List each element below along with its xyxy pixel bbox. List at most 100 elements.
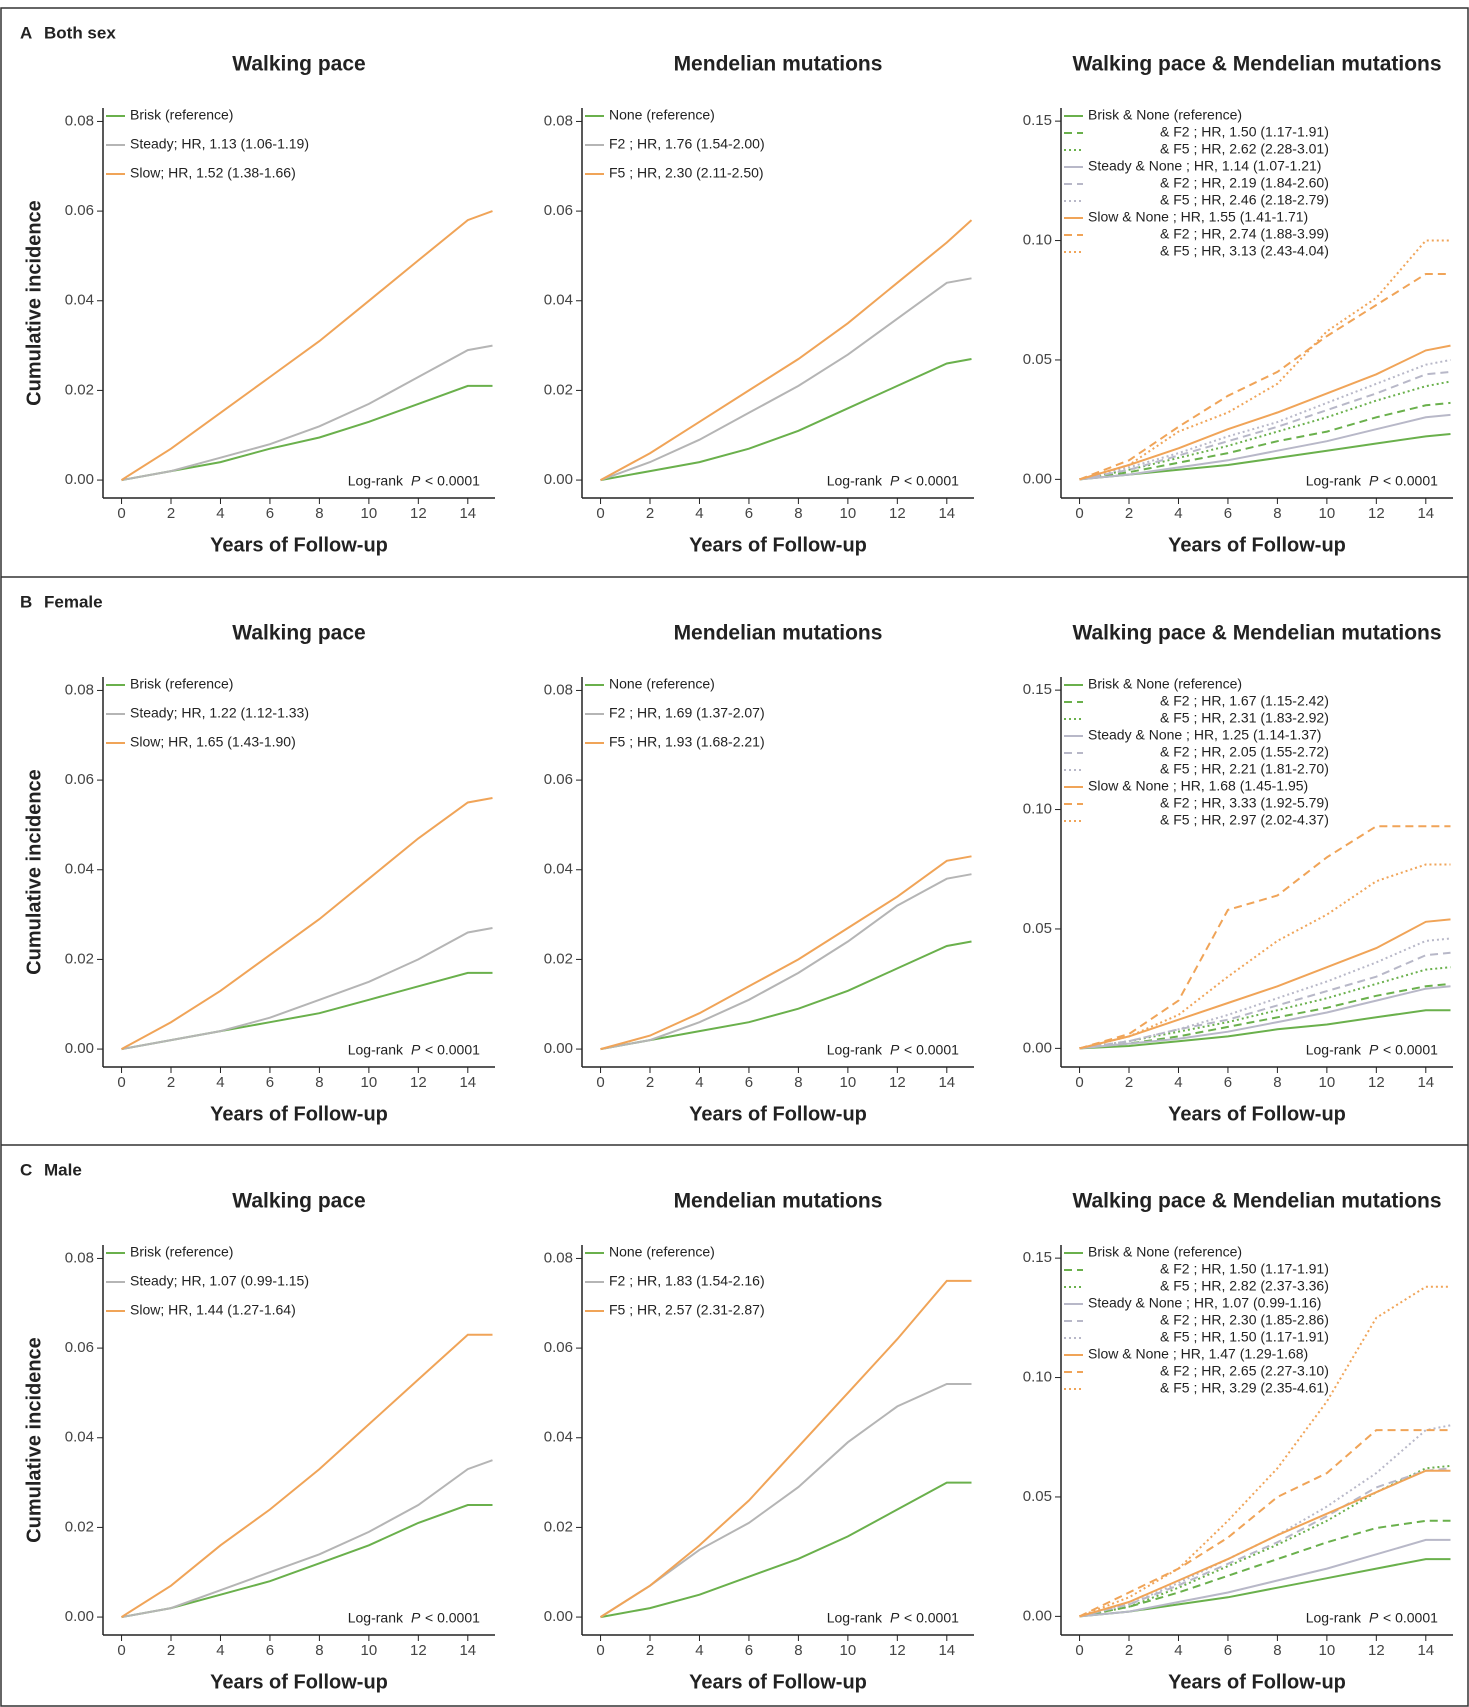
- x-tick-label: 12: [889, 1074, 906, 1091]
- series-line: [122, 386, 493, 480]
- section-name: Female: [44, 592, 103, 611]
- chart-title: Walking pace: [232, 622, 365, 645]
- legend-label: Brisk (reference): [130, 1244, 233, 1260]
- x-tick-label: 8: [315, 505, 323, 522]
- y-tick-label: 0.00: [544, 471, 573, 488]
- series-line: [601, 874, 972, 1049]
- y-tick-label: 0.06: [544, 1339, 573, 1356]
- legend-label: & F2 ; HR, 2.30 (1.85-2.86): [1160, 1312, 1329, 1328]
- x-tick-label: 14: [459, 1642, 476, 1659]
- x-tick-label: 6: [745, 1642, 753, 1659]
- series-line: [122, 346, 493, 481]
- series-line: [1080, 1559, 1451, 1616]
- legend-label: & F2 ; HR, 2.19 (1.84-2.60): [1160, 175, 1329, 191]
- y-tick-label: 0.05: [1023, 920, 1052, 937]
- section-letter: A: [20, 23, 32, 42]
- x-tick-label: 2: [646, 1074, 654, 1091]
- p-symbol: P: [890, 1610, 900, 1626]
- chart-title: Mendelian mutations: [674, 622, 883, 645]
- legend-label: Brisk & None (reference): [1088, 107, 1242, 123]
- x-tick-label: 4: [216, 1642, 224, 1659]
- x-tick-label: 14: [1417, 1642, 1434, 1659]
- y-tick-label: 0.04: [65, 861, 94, 878]
- legend-label: F2 ; HR, 1.83 (1.54-2.16): [609, 1273, 765, 1289]
- legend-label: & F5 ; HR, 2.21 (1.81-2.70): [1160, 761, 1329, 777]
- x-tick-label: 2: [646, 1642, 654, 1659]
- chart-title: Walking pace: [232, 53, 365, 76]
- legend-label: Steady; HR, 1.22 (1.12-1.33): [130, 705, 309, 721]
- y-tick-label: 0.06: [544, 202, 573, 219]
- legend-label: Steady & None ; HR, 1.25 (1.14-1.37): [1088, 727, 1321, 743]
- p-symbol: P: [1369, 1042, 1379, 1058]
- y-tick-label: 0.08: [65, 681, 94, 698]
- x-tick-label: 12: [1368, 1074, 1385, 1091]
- x-axis-label: Years of Follow-up: [1168, 1103, 1346, 1125]
- p-symbol: P: [1369, 1610, 1379, 1626]
- p-symbol: P: [411, 1042, 421, 1058]
- legend-label: & F5 ; HR, 3.13 (2.43-4.04): [1160, 243, 1329, 259]
- x-tick-label: 0: [1075, 1642, 1083, 1659]
- x-tick-label: 6: [1224, 505, 1232, 522]
- x-tick-label: 12: [1368, 1642, 1385, 1659]
- legend-label: F2 ; HR, 1.76 (1.54-2.00): [609, 136, 765, 152]
- x-tick-label: 0: [117, 1642, 125, 1659]
- series-line: [601, 856, 972, 1049]
- series-line: [122, 973, 493, 1049]
- legend-label: Slow; HR, 1.44 (1.27-1.64): [130, 1302, 296, 1318]
- x-tick-label: 10: [361, 1642, 378, 1659]
- series-line: [122, 1460, 493, 1617]
- x-tick-label: 2: [167, 1642, 175, 1659]
- test-label: Log-rank: [348, 473, 404, 489]
- y-axis-label: Cumulative incidence: [23, 200, 45, 406]
- y-tick-label: 0.08: [544, 112, 573, 129]
- legend-label: & F5 ; HR, 2.31 (1.83-2.92): [1160, 710, 1329, 726]
- series-line: [1080, 967, 1451, 1048]
- y-tick-label: 0.04: [544, 1429, 573, 1446]
- p-value: < 0.0001: [425, 1610, 480, 1626]
- x-tick-label: 6: [266, 1642, 274, 1659]
- y-tick-label: 0.00: [544, 1608, 573, 1625]
- x-tick-label: 2: [646, 505, 654, 522]
- x-axis-label: Years of Follow-up: [210, 1671, 388, 1693]
- test-label: Log-rank: [348, 1042, 404, 1058]
- series-line: [1080, 1425, 1451, 1616]
- x-tick-label: 4: [695, 1074, 703, 1091]
- p-value: < 0.0001: [904, 473, 959, 489]
- x-tick-label: 4: [1174, 1642, 1182, 1659]
- y-tick-label: 0.00: [544, 1040, 573, 1057]
- chart-title: Walking pace & Mendelian mutations: [1072, 1190, 1441, 1213]
- legend-label: F2 ; HR, 1.69 (1.37-2.07): [609, 705, 765, 721]
- section-name: Male: [44, 1160, 82, 1179]
- y-tick-label: 0.02: [65, 381, 94, 398]
- y-axis-label: Cumulative incidence: [23, 1337, 45, 1543]
- chart-title: Walking pace: [232, 1190, 365, 1213]
- x-tick-label: 4: [216, 505, 224, 522]
- y-tick-label: 0.05: [1023, 351, 1052, 368]
- y-tick-label: 0.02: [544, 381, 573, 398]
- series-line: [1080, 865, 1451, 1049]
- y-tick-label: 0.15: [1023, 1249, 1052, 1266]
- legend-label: None (reference): [609, 676, 715, 692]
- x-tick-label: 12: [410, 505, 427, 522]
- p-symbol: P: [890, 1042, 900, 1058]
- p-value: < 0.0001: [1383, 1042, 1438, 1058]
- legend-label: Brisk & None (reference): [1088, 676, 1242, 692]
- y-tick-label: 0.06: [544, 771, 573, 788]
- y-tick-label: 0.00: [1023, 1607, 1052, 1624]
- x-axis-label: Years of Follow-up: [210, 534, 388, 556]
- y-tick-label: 0.04: [65, 1429, 94, 1446]
- y-tick-label: 0.02: [544, 1518, 573, 1535]
- x-tick-label: 4: [695, 505, 703, 522]
- x-tick-label: 8: [1273, 505, 1281, 522]
- y-tick-label: 0.08: [65, 1249, 94, 1266]
- x-tick-label: 10: [1319, 1074, 1336, 1091]
- x-tick-label: 14: [459, 505, 476, 522]
- y-tick-label: 0.10: [1023, 801, 1052, 818]
- x-tick-label: 12: [410, 1074, 427, 1091]
- x-tick-label: 10: [840, 1074, 857, 1091]
- legend-label: & F5 ; HR, 2.62 (2.28-3.01): [1160, 141, 1329, 157]
- legend-label: Brisk (reference): [130, 107, 233, 123]
- test-label: Log-rank: [827, 1042, 883, 1058]
- legend-label: & F2 ; HR, 1.67 (1.15-2.42): [1160, 693, 1329, 709]
- legend-label: None (reference): [609, 1244, 715, 1260]
